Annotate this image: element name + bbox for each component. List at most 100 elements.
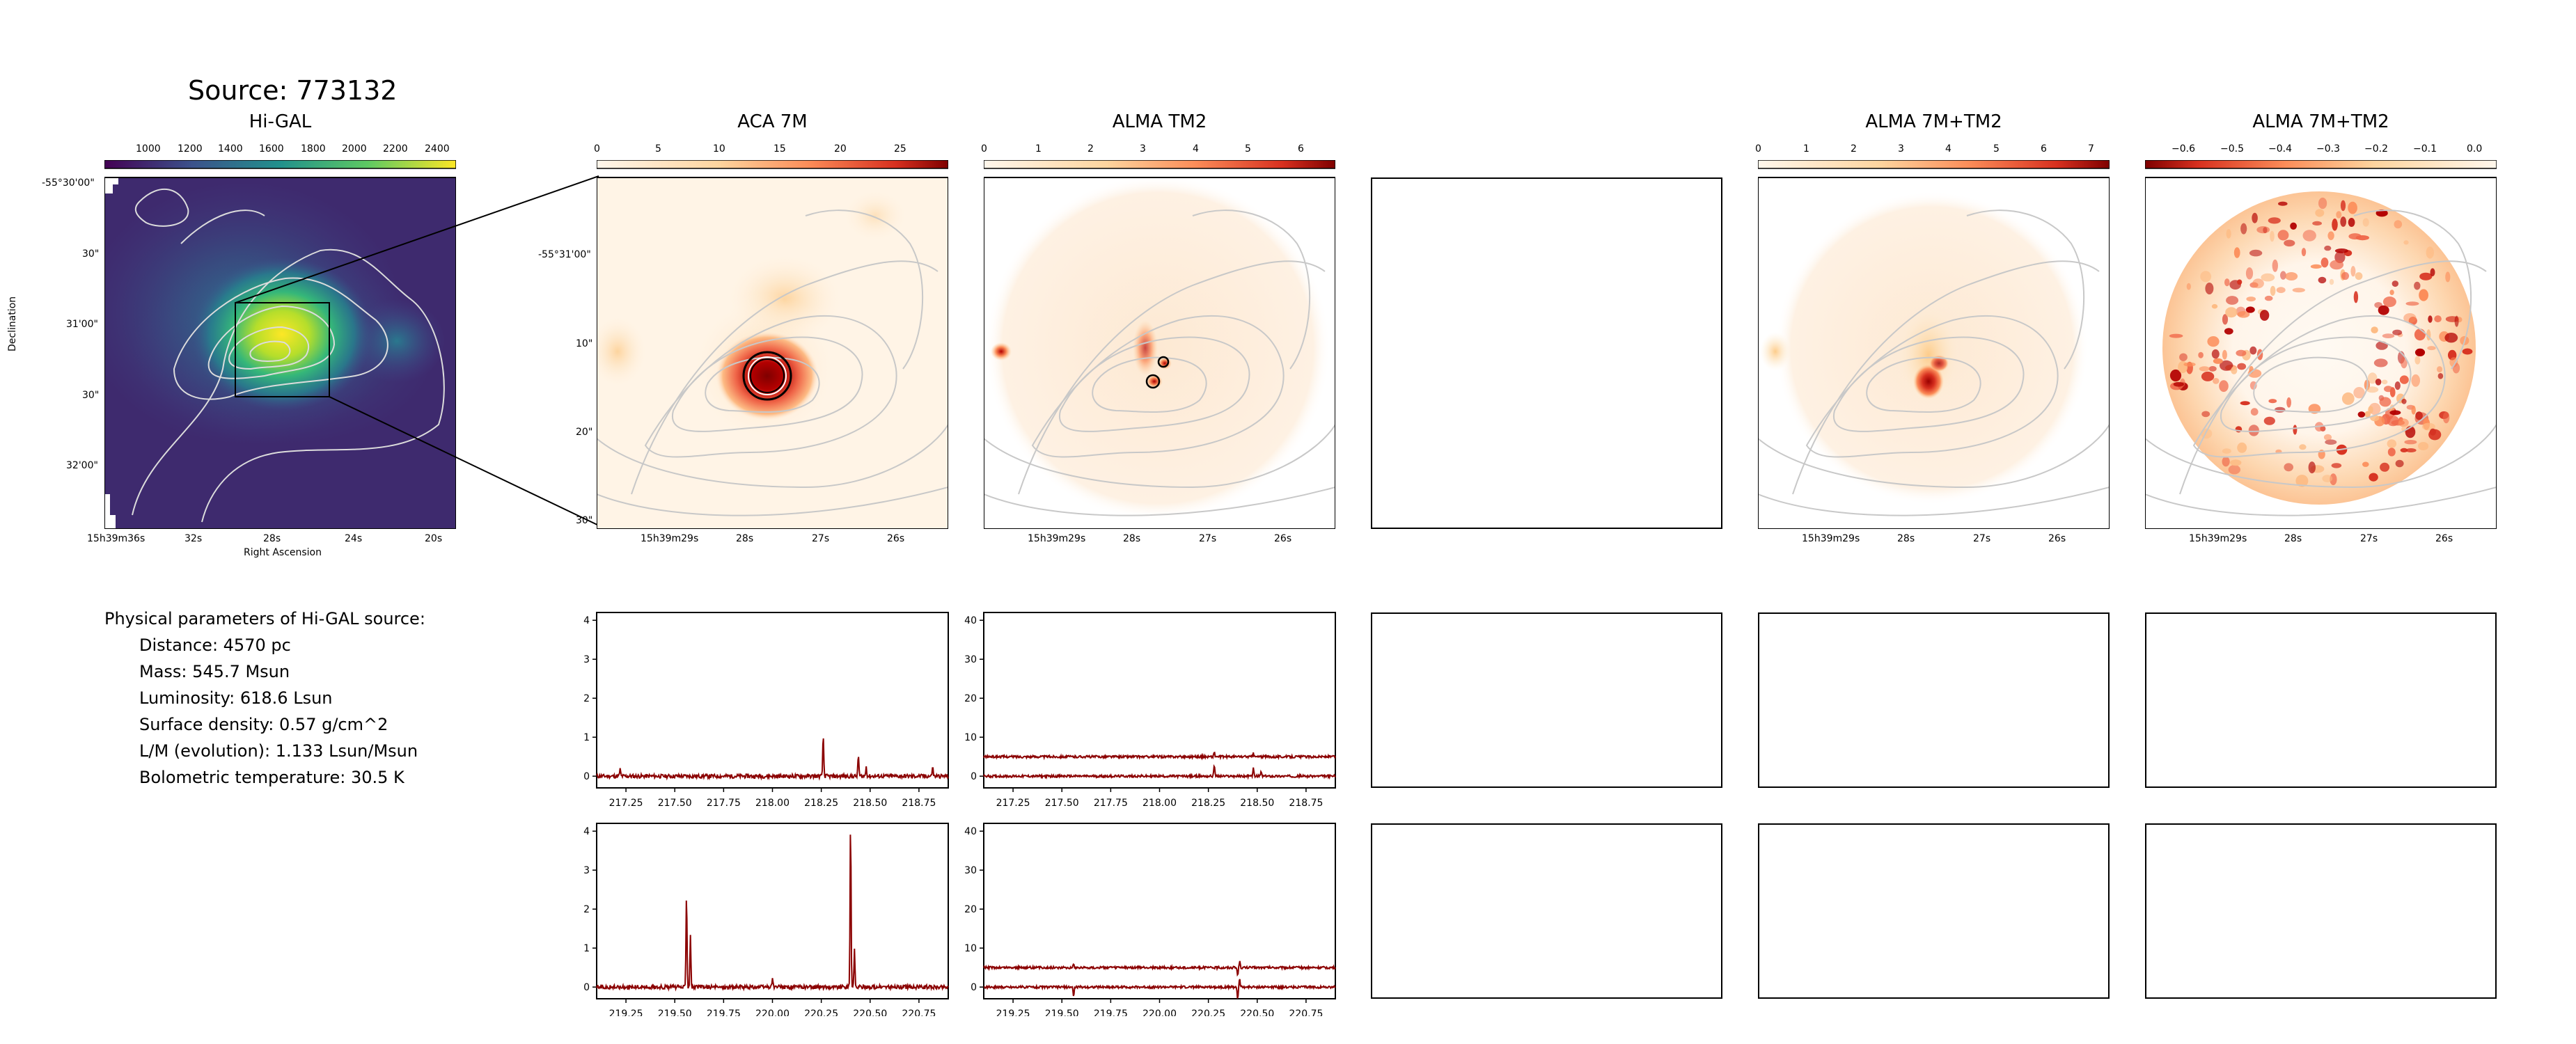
residual-blob [2434,315,2442,323]
residual-blob [2169,369,2182,382]
residual-blob [2292,287,2305,293]
residual-blob [2375,379,2382,386]
residual-blob [2330,260,2344,270]
residual-blobs [2169,197,2473,487]
y-tick-label: 4 [583,826,590,837]
x-tick-label: 217.75 [707,798,741,809]
y-tick-label: 2 [583,693,590,704]
residual-blob [2369,473,2378,482]
combined-xtick: 15h39m29s [1802,533,1860,544]
residual-blob [2348,218,2355,227]
spectrum-line [983,960,1336,977]
residual-blob [2348,233,2362,240]
residual-blob [2205,283,2214,294]
x-tick-label: 217.50 [1045,798,1079,809]
higal-ylabel: Declination [7,296,18,351]
residual-blob [2224,278,2230,287]
spectrum-line [983,751,1336,761]
residual-blob [2310,264,2322,269]
combined-map [1758,160,2110,529]
residual-blob [2179,353,2188,361]
residual-blob [2293,425,2298,435]
aca-map [597,160,948,529]
residual-blob [2268,399,2277,404]
params-heading: Physical parameters of Hi-GAL source: [104,609,425,628]
aca-xtick: 28s [736,533,754,544]
residual-blob [2325,439,2337,445]
residual-blob [2213,358,2223,364]
aca-ytick: 10" [576,338,593,349]
residual-blob [2324,245,2332,251]
residual-blob [2392,329,2403,335]
map-title-combined: ALMA 7M+TM2 [1865,111,2002,132]
param-distance: Distance: 4570 pc [139,635,291,655]
y-tick-label: 0 [583,982,590,993]
spectrum-line [596,738,949,781]
residual-blob [2426,246,2434,259]
param-bolometric-temperature: Bolometric temperature: 30.5 K [139,768,405,787]
x-tick-label: 218.75 [1289,798,1323,809]
map-title-tm2: ALMA TM2 [1112,111,1207,132]
residual-blob [2418,442,2429,450]
residual-blob [2222,349,2227,360]
higal-xtick: 32s [184,533,203,544]
residual-blob [2198,351,2204,358]
residual-blob [2437,366,2442,373]
x-tick-label: 219.50 [1045,1009,1079,1016]
residual-blob [2276,287,2286,294]
higal-ytick: 32'00" [66,460,98,471]
higal-ytick: 31'00" [66,319,98,330]
residual-blob [2411,374,2420,387]
spectrum-frame [596,612,949,789]
residual-blob [2169,333,2183,338]
param-surface-density: Surface density: 0.57 g/cm^2 [139,715,388,734]
x-tick-label: 219.75 [707,1009,741,1016]
y-tick-label: 0 [583,771,590,782]
y-tick-label: 2 [583,904,590,915]
residual-blob [2248,425,2259,436]
residual-blob [2219,380,2229,393]
residual-blob [2274,406,2286,413]
residual-blob [2299,444,2307,450]
aca-xtick: 26s [887,533,905,544]
spectrum-row1-aca: 0 1 2 3 4 217.25 217.50 217.75 218.00 218.25 218.5… [583,612,949,809]
residual-blob [2295,475,2309,487]
residual-blob [2278,201,2288,206]
x-tick-label: 219.50 [658,1009,692,1016]
residual-blob [2414,348,2426,356]
residual-blob [2236,349,2247,356]
higal-colorbar [104,160,456,169]
residual-blob [2211,303,2218,309]
residual-blob [2222,457,2230,467]
higal-xtick: 24s [345,533,363,544]
residual-blob [2318,197,2327,209]
x-tick-label: 220.75 [1289,1009,1323,1016]
residual-blob [2261,273,2275,282]
aca-xtick: 27s [812,533,830,544]
combined-xtick: 27s [1973,533,1991,544]
tm2-map [984,160,1335,529]
x-tick-label: 219.25 [609,1009,643,1016]
residual-blob [2201,411,2210,418]
residual-blob [2224,328,2233,335]
y-tick-label: 30 [964,654,977,665]
combined-xtick: 26s [2048,533,2066,544]
residual-blob [2270,230,2275,242]
residual-blob [2392,280,2398,287]
residual-map [2145,160,2497,529]
empty-spectrum-panel [1371,612,1722,788]
residual-blob [2302,230,2316,242]
x-tick-label: 218.50 [1240,798,1274,809]
aca-colorbar [597,160,948,169]
residual-blob [2270,285,2276,296]
residual-blob [2284,239,2295,247]
residual-blob [2395,459,2404,468]
x-tick-label: 219.75 [1094,1009,1128,1016]
residual-blob [2220,360,2233,371]
residual-blob [2368,406,2373,414]
higal-xtick: 20s [425,533,443,544]
spectra: 0 1 2 3 4 217.25 217.50 217.75 218.00 218.25 218.5… [583,612,1336,1016]
combined-colorbar [1758,160,2110,169]
residual-blob [2353,387,2365,399]
spectrum-line [596,835,949,992]
